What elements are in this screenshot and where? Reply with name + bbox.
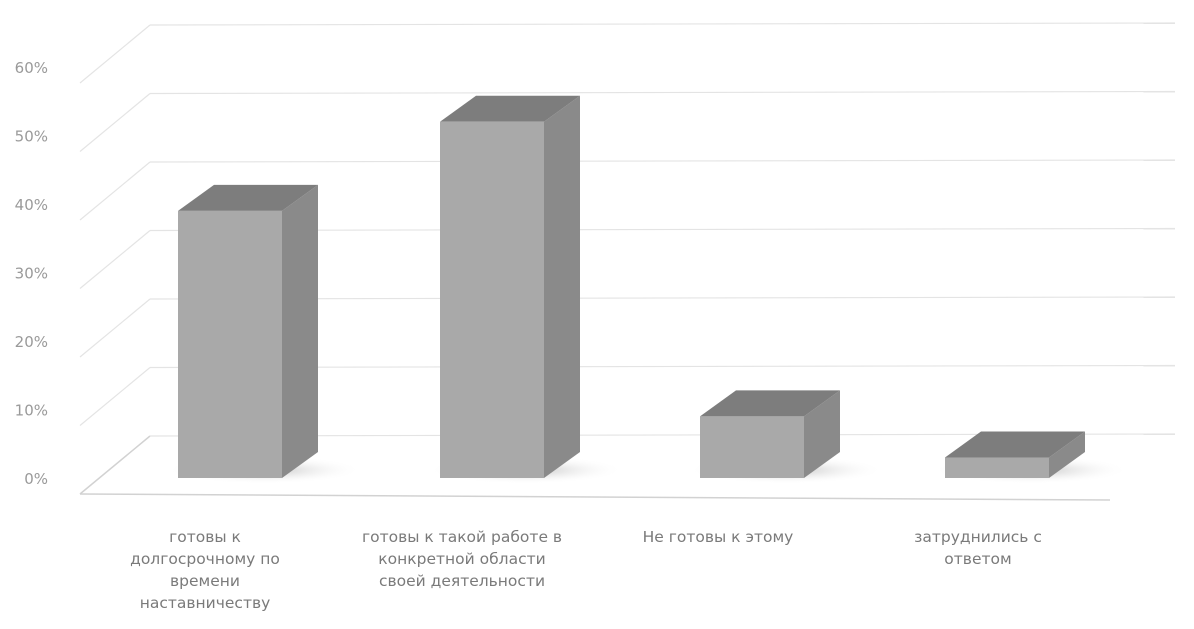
bars — [178, 95, 1085, 479]
x-category-label-line: наставничеству — [140, 594, 271, 612]
x-category-label: затруднились с ответом — [914, 528, 1042, 568]
bar-front — [945, 457, 1049, 478]
bar-front — [178, 210, 282, 478]
y-tick-label: 20% — [15, 333, 48, 351]
x-category-label-line: Не готовы к этому — [643, 528, 794, 546]
floor-side-line — [79, 435, 151, 495]
bar-top — [700, 390, 840, 417]
bar-top — [178, 184, 318, 211]
x-category-label: готовы к такой работе в конкретной област… — [362, 528, 562, 590]
floor-front-line — [79, 493, 1111, 501]
y-axis-ticks: 0% 10% 20% 30% 40% 50% 60% — [15, 59, 48, 488]
gridline-side — [79, 24, 151, 84]
bar-side — [804, 390, 840, 478]
bar — [945, 431, 1085, 478]
gridline-side — [79, 367, 151, 426]
y-tick-label: 10% — [15, 402, 48, 420]
gridline — [149, 159, 1176, 163]
y-tick-label: 40% — [15, 196, 48, 214]
gridline-side — [79, 93, 151, 152]
bar-side — [544, 95, 580, 479]
bar-front — [440, 121, 544, 479]
bar — [440, 95, 580, 479]
gridline-side — [79, 298, 151, 358]
x-category-label-line: долгосрочному по — [130, 550, 280, 568]
bar-top — [945, 431, 1085, 458]
bar — [178, 184, 318, 478]
bar-side — [1049, 431, 1085, 478]
x-category-label-line: времени — [170, 572, 240, 590]
gridline — [149, 22, 1176, 26]
gridline — [149, 364, 1176, 369]
gridline-side — [79, 230, 151, 289]
bar-top — [440, 95, 580, 122]
gridline-side — [79, 161, 151, 221]
bar — [700, 390, 840, 478]
x-category-label-line: готовы к — [169, 528, 241, 546]
bar-front — [700, 416, 804, 478]
gridlines — [79, 22, 1176, 501]
y-tick-label: 60% — [15, 59, 48, 77]
x-category-label-line: конкретной области — [378, 550, 545, 568]
x-category-label: готовы к долгосрочному по времени наставнич… — [130, 528, 280, 612]
gridline — [149, 227, 1176, 232]
gridline — [149, 90, 1176, 95]
x-category-label-line: ответом — [944, 550, 1011, 568]
y-tick-label: 30% — [15, 265, 48, 283]
x-category-label-line: готовы к такой работе в — [362, 528, 562, 546]
x-category-label-line: затруднились с — [914, 528, 1042, 546]
bar-side — [282, 184, 318, 478]
gridline — [149, 296, 1176, 300]
x-axis-labels: готовы к долгосрочному по времени наставнич… — [130, 528, 1042, 612]
y-tick-label: 50% — [15, 128, 48, 146]
x-category-label-line: своей деятельности — [379, 572, 545, 590]
x-category-label: Не готовы к этому — [643, 528, 794, 546]
y-tick-label: 0% — [24, 470, 48, 488]
